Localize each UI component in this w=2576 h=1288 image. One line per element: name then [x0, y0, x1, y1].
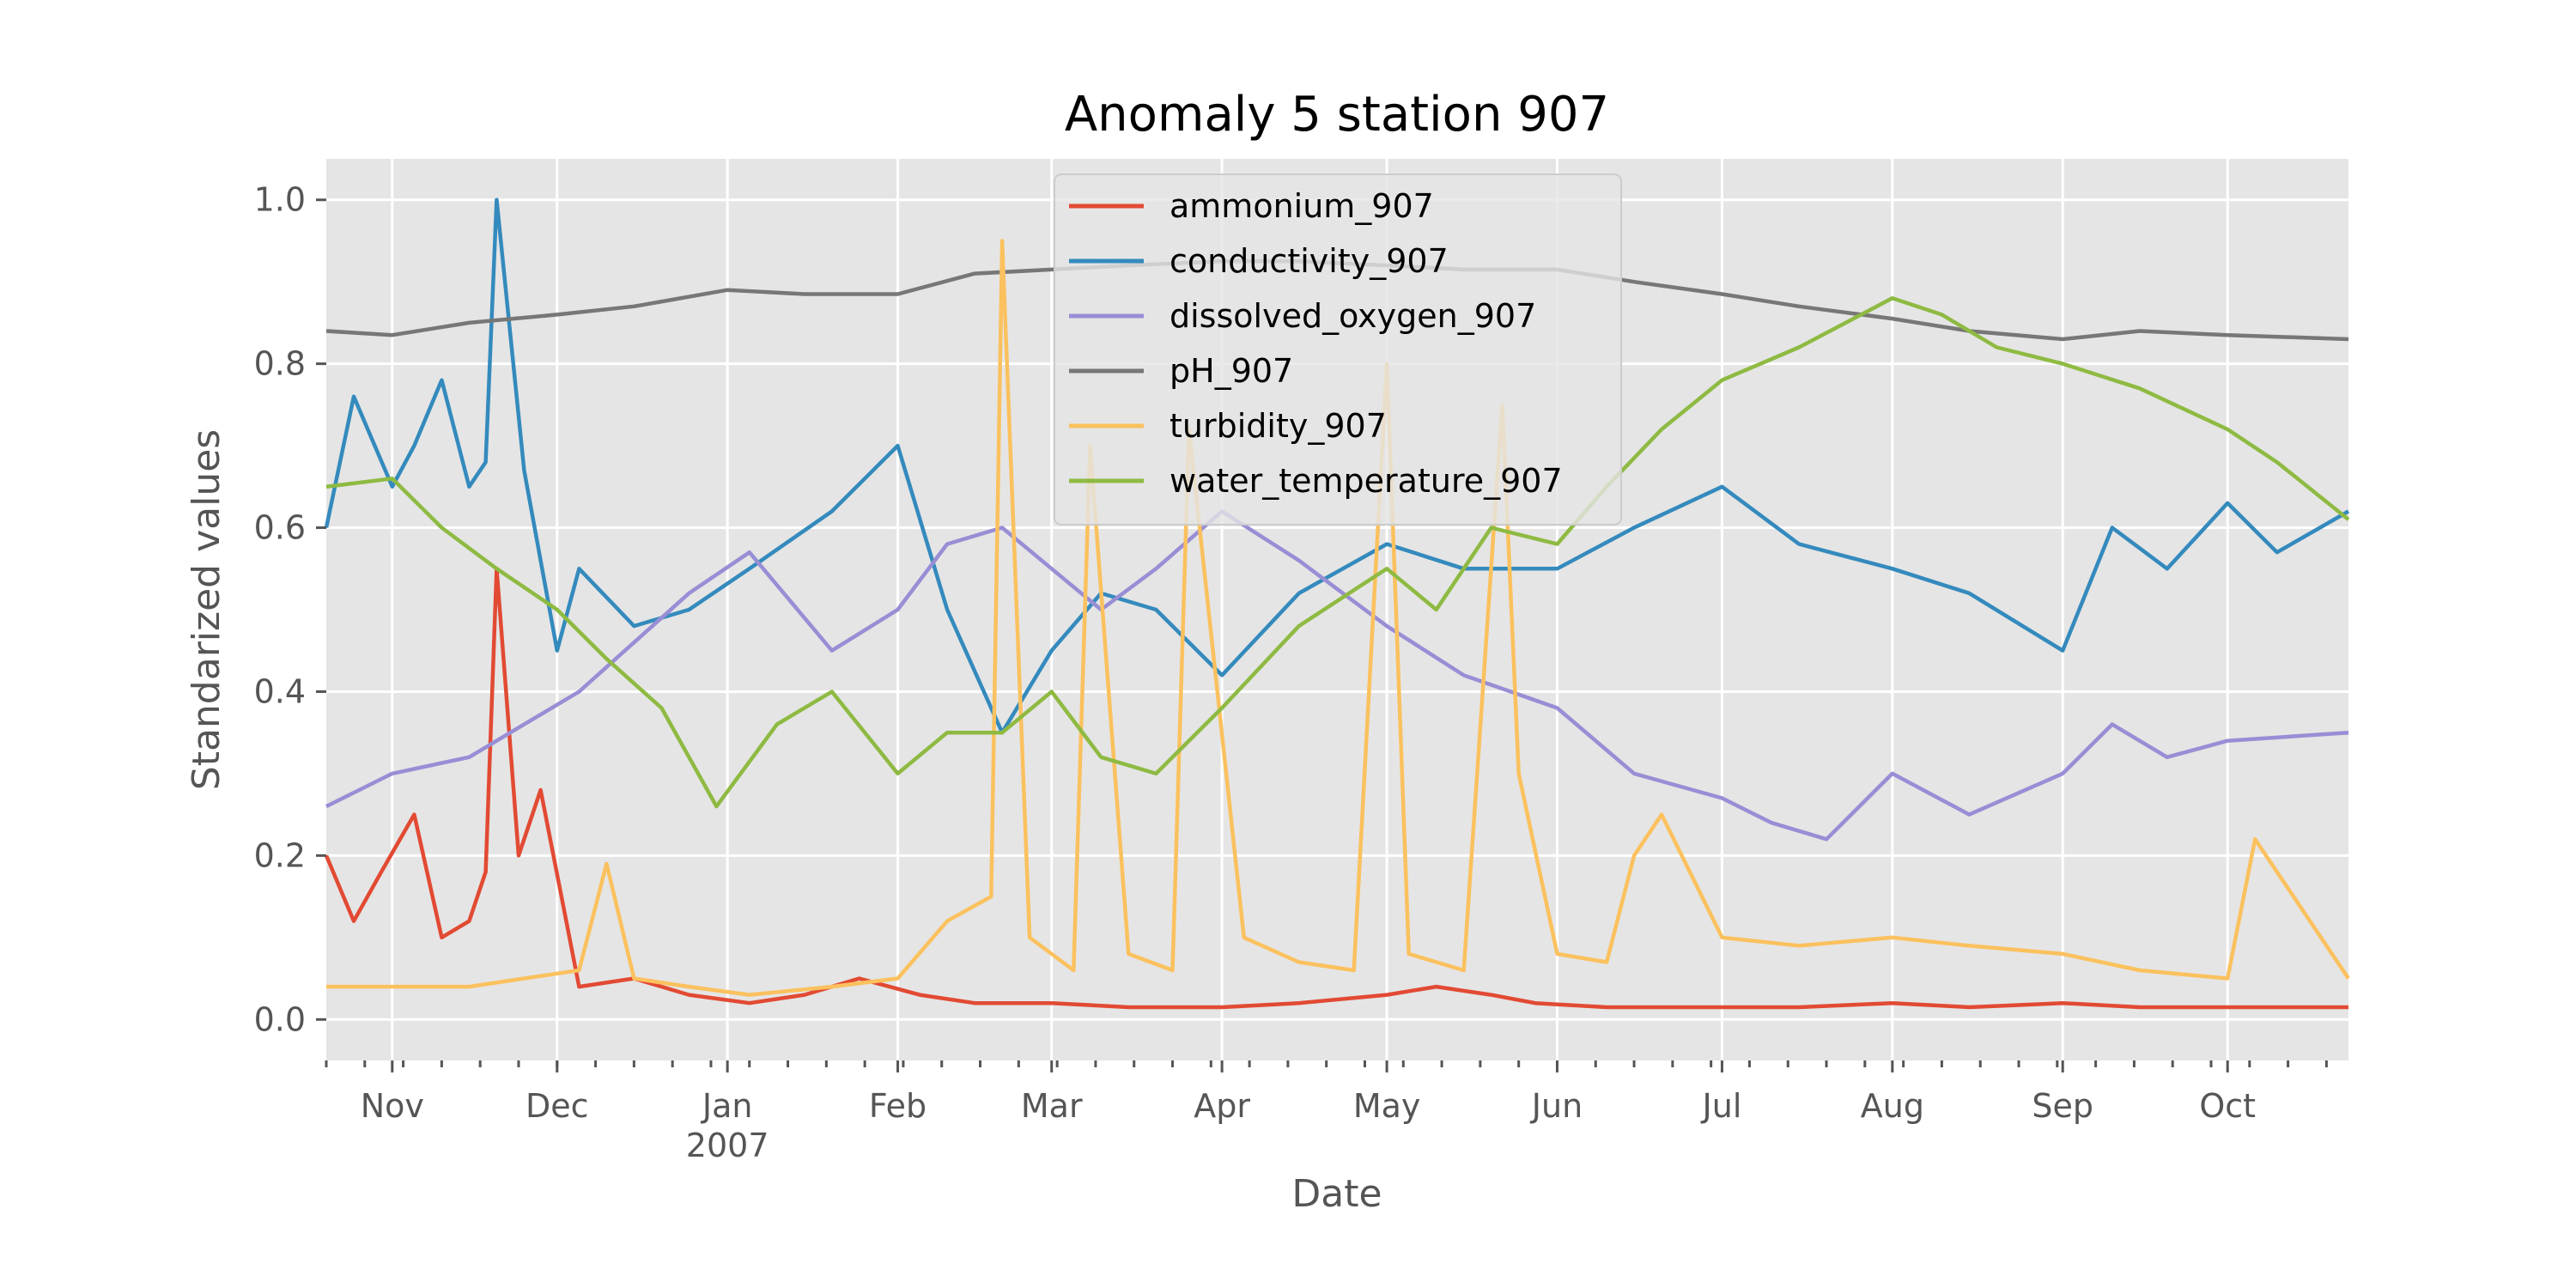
y-tick-label: 0.6 [254, 509, 306, 547]
legend-label: turbidity_907 [1170, 407, 1387, 445]
series-line-ammonium_907 [324, 567, 2348, 1010]
x-tick-label: Sep [2032, 1087, 2093, 1125]
y-tick-label: 0.8 [254, 345, 306, 383]
legend: ammonium_907 conductivity_907 dissolved_ox… [1054, 173, 1622, 526]
chart-title: Anomaly 5 station 907 [1065, 87, 1609, 143]
legend-label: water_temperature_907 [1170, 462, 1563, 500]
legend-label: ammonium_907 [1170, 187, 1434, 225]
x-tick-label: Dec [526, 1087, 589, 1125]
x-tick-label: Jun [1530, 1087, 1583, 1125]
y-tick-label: 1.0 [254, 181, 306, 219]
series-line-turbidity_907 [326, 239, 2350, 997]
x-tick-label: Nov [361, 1087, 424, 1125]
x-axis-label: Date [1291, 1172, 1382, 1216]
x-tick-label: Apr [1194, 1087, 1250, 1125]
y-tick-label: 0.2 [254, 836, 306, 874]
x-tick-label: Jul [1701, 1087, 1742, 1125]
x-tick-label: May [1353, 1087, 1421, 1125]
legend-items: ammonium_907 conductivity_907 dissolved_ox… [1069, 187, 1563, 500]
series-line-conductivity_907 [324, 197, 2350, 735]
x-tick-label: Mar [1021, 1087, 1083, 1125]
legend-label: conductivity_907 [1170, 242, 1449, 280]
y-axis-label: Standarized values [185, 429, 228, 790]
legend-box [1054, 173, 1622, 526]
legend-label: pH_907 [1170, 352, 1293, 390]
x-tick-label: Oct [2199, 1087, 2256, 1125]
x-tick-label: Jan [701, 1087, 753, 1125]
x-tick-sublabel: 2007 [686, 1127, 769, 1164]
x-tick-label: Aug [1861, 1087, 1924, 1125]
y-tick-label: 0.4 [254, 672, 306, 710]
series-line-water_temperature_907 [325, 296, 2350, 809]
y-tick-label: 0.0 [254, 1000, 306, 1038]
legend-label: dissolved_oxygen_907 [1170, 297, 1536, 335]
x-tick-label: Feb [869, 1087, 927, 1125]
